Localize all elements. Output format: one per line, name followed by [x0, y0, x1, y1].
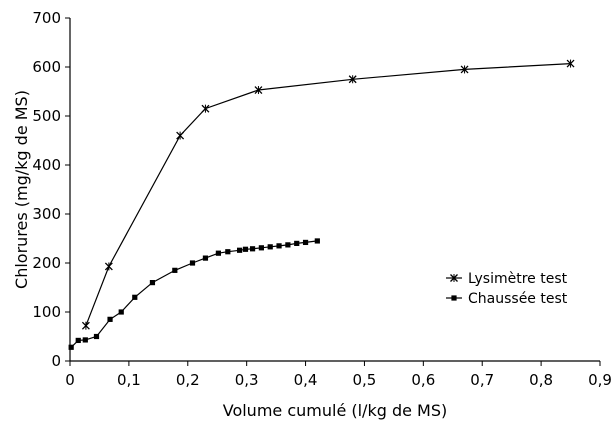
- x-tick-label: 0,1: [117, 371, 141, 389]
- y-tick-label: 600: [32, 58, 61, 76]
- legend: Lysimètre test Chaussée test: [446, 271, 568, 307]
- data-point: [172, 267, 178, 273]
- y-tick-label: 700: [32, 9, 61, 27]
- data-point: [267, 244, 273, 250]
- data-point: [258, 245, 264, 251]
- x-tick-label: 0,4: [294, 371, 318, 389]
- legend-marker: [450, 274, 458, 282]
- data-point: [254, 86, 263, 95]
- data-point: [132, 294, 138, 300]
- x-tick-label: 0,7: [470, 371, 494, 389]
- x-axis-title: Volume cumulé (l/kg de MS): [223, 401, 448, 420]
- axes: 0 100 200 300 400 500 600 700 0 0,1 0,2 0,3 0,4 0,5 0,…: [32, 9, 612, 389]
- data-point: [104, 262, 113, 271]
- data-point: [68, 344, 74, 350]
- data-point: [348, 75, 357, 84]
- data-point: [285, 242, 291, 248]
- y-axis-title: Chlorures (mg/kg de MS): [12, 90, 31, 289]
- data-point: [460, 65, 469, 74]
- series-lysim-tre-test: [81, 59, 575, 330]
- data-point: [75, 337, 81, 344]
- data-point: [294, 240, 300, 246]
- data-point: [314, 238, 320, 244]
- data-point: [242, 246, 249, 252]
- legend-marker: [451, 295, 457, 301]
- data-point: [249, 246, 256, 252]
- data-point: [107, 316, 113, 322]
- data-point: [118, 309, 124, 315]
- data-point: [225, 249, 231, 255]
- data-point: [201, 104, 210, 113]
- data-point: [81, 321, 90, 330]
- x-tick-label: 0: [65, 371, 75, 389]
- data-point: [202, 255, 209, 261]
- data-point: [302, 239, 309, 246]
- legend-label: Chaussée test: [468, 291, 568, 307]
- legend-item: Lysimètre test: [446, 271, 568, 287]
- x-tick-label: 0,3: [235, 371, 259, 389]
- data-point: [237, 247, 243, 253]
- data-point: [215, 250, 221, 256]
- x-tick-label: 0,6: [411, 371, 435, 389]
- y-tick-label: 500: [32, 107, 61, 125]
- y-tick-label: 400: [32, 156, 61, 174]
- y-tick-label: 200: [32, 254, 61, 272]
- legend-item: Chaussée test: [446, 291, 568, 307]
- data-point: [93, 333, 100, 340]
- data-point: [82, 337, 88, 343]
- y-tick-label: 300: [32, 205, 61, 223]
- y-tick-label: 100: [32, 303, 61, 321]
- x-tick-label: 0,9: [588, 371, 612, 389]
- series-line: [70, 240, 318, 348]
- series-line: [85, 63, 571, 326]
- data-point: [566, 59, 575, 68]
- y-tick-label: 0: [51, 352, 61, 370]
- x-tick-label: 0,8: [529, 371, 553, 389]
- legend-label: Lysimètre test: [468, 271, 568, 287]
- x-tick-label: 0,5: [353, 371, 377, 389]
- x-tick-label: 0,2: [176, 371, 200, 389]
- data-point: [176, 131, 185, 140]
- data-point: [149, 280, 156, 286]
- data-point: [189, 260, 196, 266]
- series-layer: [68, 59, 575, 350]
- series-chauss-e-test: [68, 238, 320, 350]
- data-point: [276, 243, 282, 249]
